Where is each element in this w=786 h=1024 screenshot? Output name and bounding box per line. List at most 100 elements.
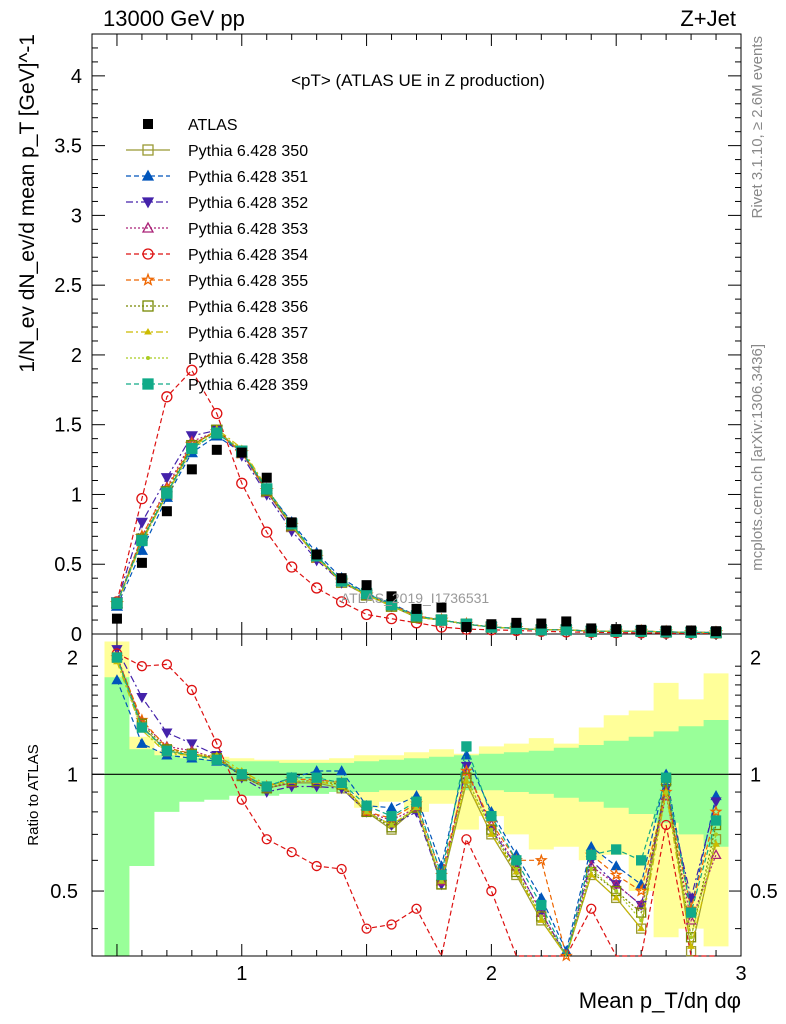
data-point [610,878,622,889]
legend-label-7: Pythia 6.428 356 [188,299,308,316]
legend-label-3: Pythia 6.428 352 [188,195,308,212]
header-right: Z+Jet [680,6,736,31]
data-point [136,722,148,733]
data-point [186,684,197,696]
data-point [261,483,273,495]
data-point [461,741,472,752]
data-point [141,169,155,181]
ratio-series [110,645,723,962]
data-point [435,875,448,886]
main-y-axis-label: 1/N_ev dN_ev/d mean p_T [GeV]^-1 [16,34,39,373]
data-point [261,472,272,483]
data-point [710,797,722,808]
data-point [634,884,648,897]
data-point [186,442,198,455]
data-point [636,855,647,866]
ratio-ytick-label: 0.5 [750,881,778,903]
xtick-label: 3 [735,963,746,985]
data-point [364,809,369,814]
main-ytick-label: 0 [71,624,82,646]
header-left: 13000 GeV pp [103,6,245,31]
data-point [111,613,122,624]
data-point [186,364,198,376]
data-point [142,248,154,260]
data-point [161,659,173,670]
data-point [144,328,152,335]
x-axis-label: Mean p_T/dη dφ [579,988,741,1013]
data-point [336,777,347,789]
data-point [111,674,123,685]
data-point [311,582,323,594]
data-point [386,919,397,930]
data-point [286,561,298,573]
data-point [385,613,398,625]
ratio-ytick-label: 0.5 [50,881,78,903]
data-point [111,652,123,663]
data-point [389,823,394,828]
data-point [487,830,496,837]
data-point [710,815,722,826]
legend-label-2: Pythia 6.428 351 [188,169,308,186]
data-point [211,738,222,749]
data-point [711,626,722,637]
data-point [311,860,322,872]
data-point [685,914,697,925]
data-point [664,790,669,795]
data-point [464,775,469,780]
data-point [537,916,546,923]
data-point [660,772,672,783]
data-point [611,892,622,904]
data-point [236,447,247,458]
data-point [685,907,697,918]
data-point [411,903,422,914]
data-point [514,866,519,871]
data-point [686,625,697,636]
data-point [186,750,197,761]
data-point [135,543,149,555]
data-point [160,473,173,485]
data-point [211,754,222,765]
data-point [146,356,150,360]
data-point [709,804,723,818]
data-point [511,855,522,866]
data-point [286,772,297,783]
data-point [161,745,173,756]
data-point [361,580,372,591]
data-point [411,603,422,614]
xtick-label: 2 [486,963,497,985]
xtick-label: 1 [236,963,247,985]
data-point [712,840,720,847]
watermark: ATLAS_2019_I1736531 [341,590,490,606]
ratio-line [116,652,716,958]
data-point [161,728,173,739]
data-point [511,617,522,628]
data-point [614,889,619,894]
data-point [186,739,198,750]
main-ytick-label: 3 [71,205,82,227]
legend-label-8: Pythia 6.428 357 [188,325,308,342]
data-point [135,517,149,529]
data-point [140,272,156,286]
data-point [489,827,494,832]
data-point [361,800,372,811]
data-point [612,893,621,901]
data-point [439,879,444,884]
data-point [661,625,672,636]
side-rivet: Rivet 3.1.10, ≥ 2.6M events [749,36,766,219]
data-point [236,769,247,780]
data-point [361,923,372,934]
data-point [486,619,497,630]
data-point [660,819,672,831]
data-point [586,849,597,860]
data-point [142,300,154,312]
main-ytick-label: 3.5 [54,136,82,158]
data-point [539,914,544,919]
data-point [142,378,154,390]
main-ytick-label: 2 [71,345,82,367]
data-point [335,596,348,608]
legend-label-atlas: ATLAS [188,117,238,134]
data-point [211,407,223,420]
data-point [136,661,148,672]
data-point [136,737,148,748]
ratio-ytick-label: 1 [67,764,78,786]
